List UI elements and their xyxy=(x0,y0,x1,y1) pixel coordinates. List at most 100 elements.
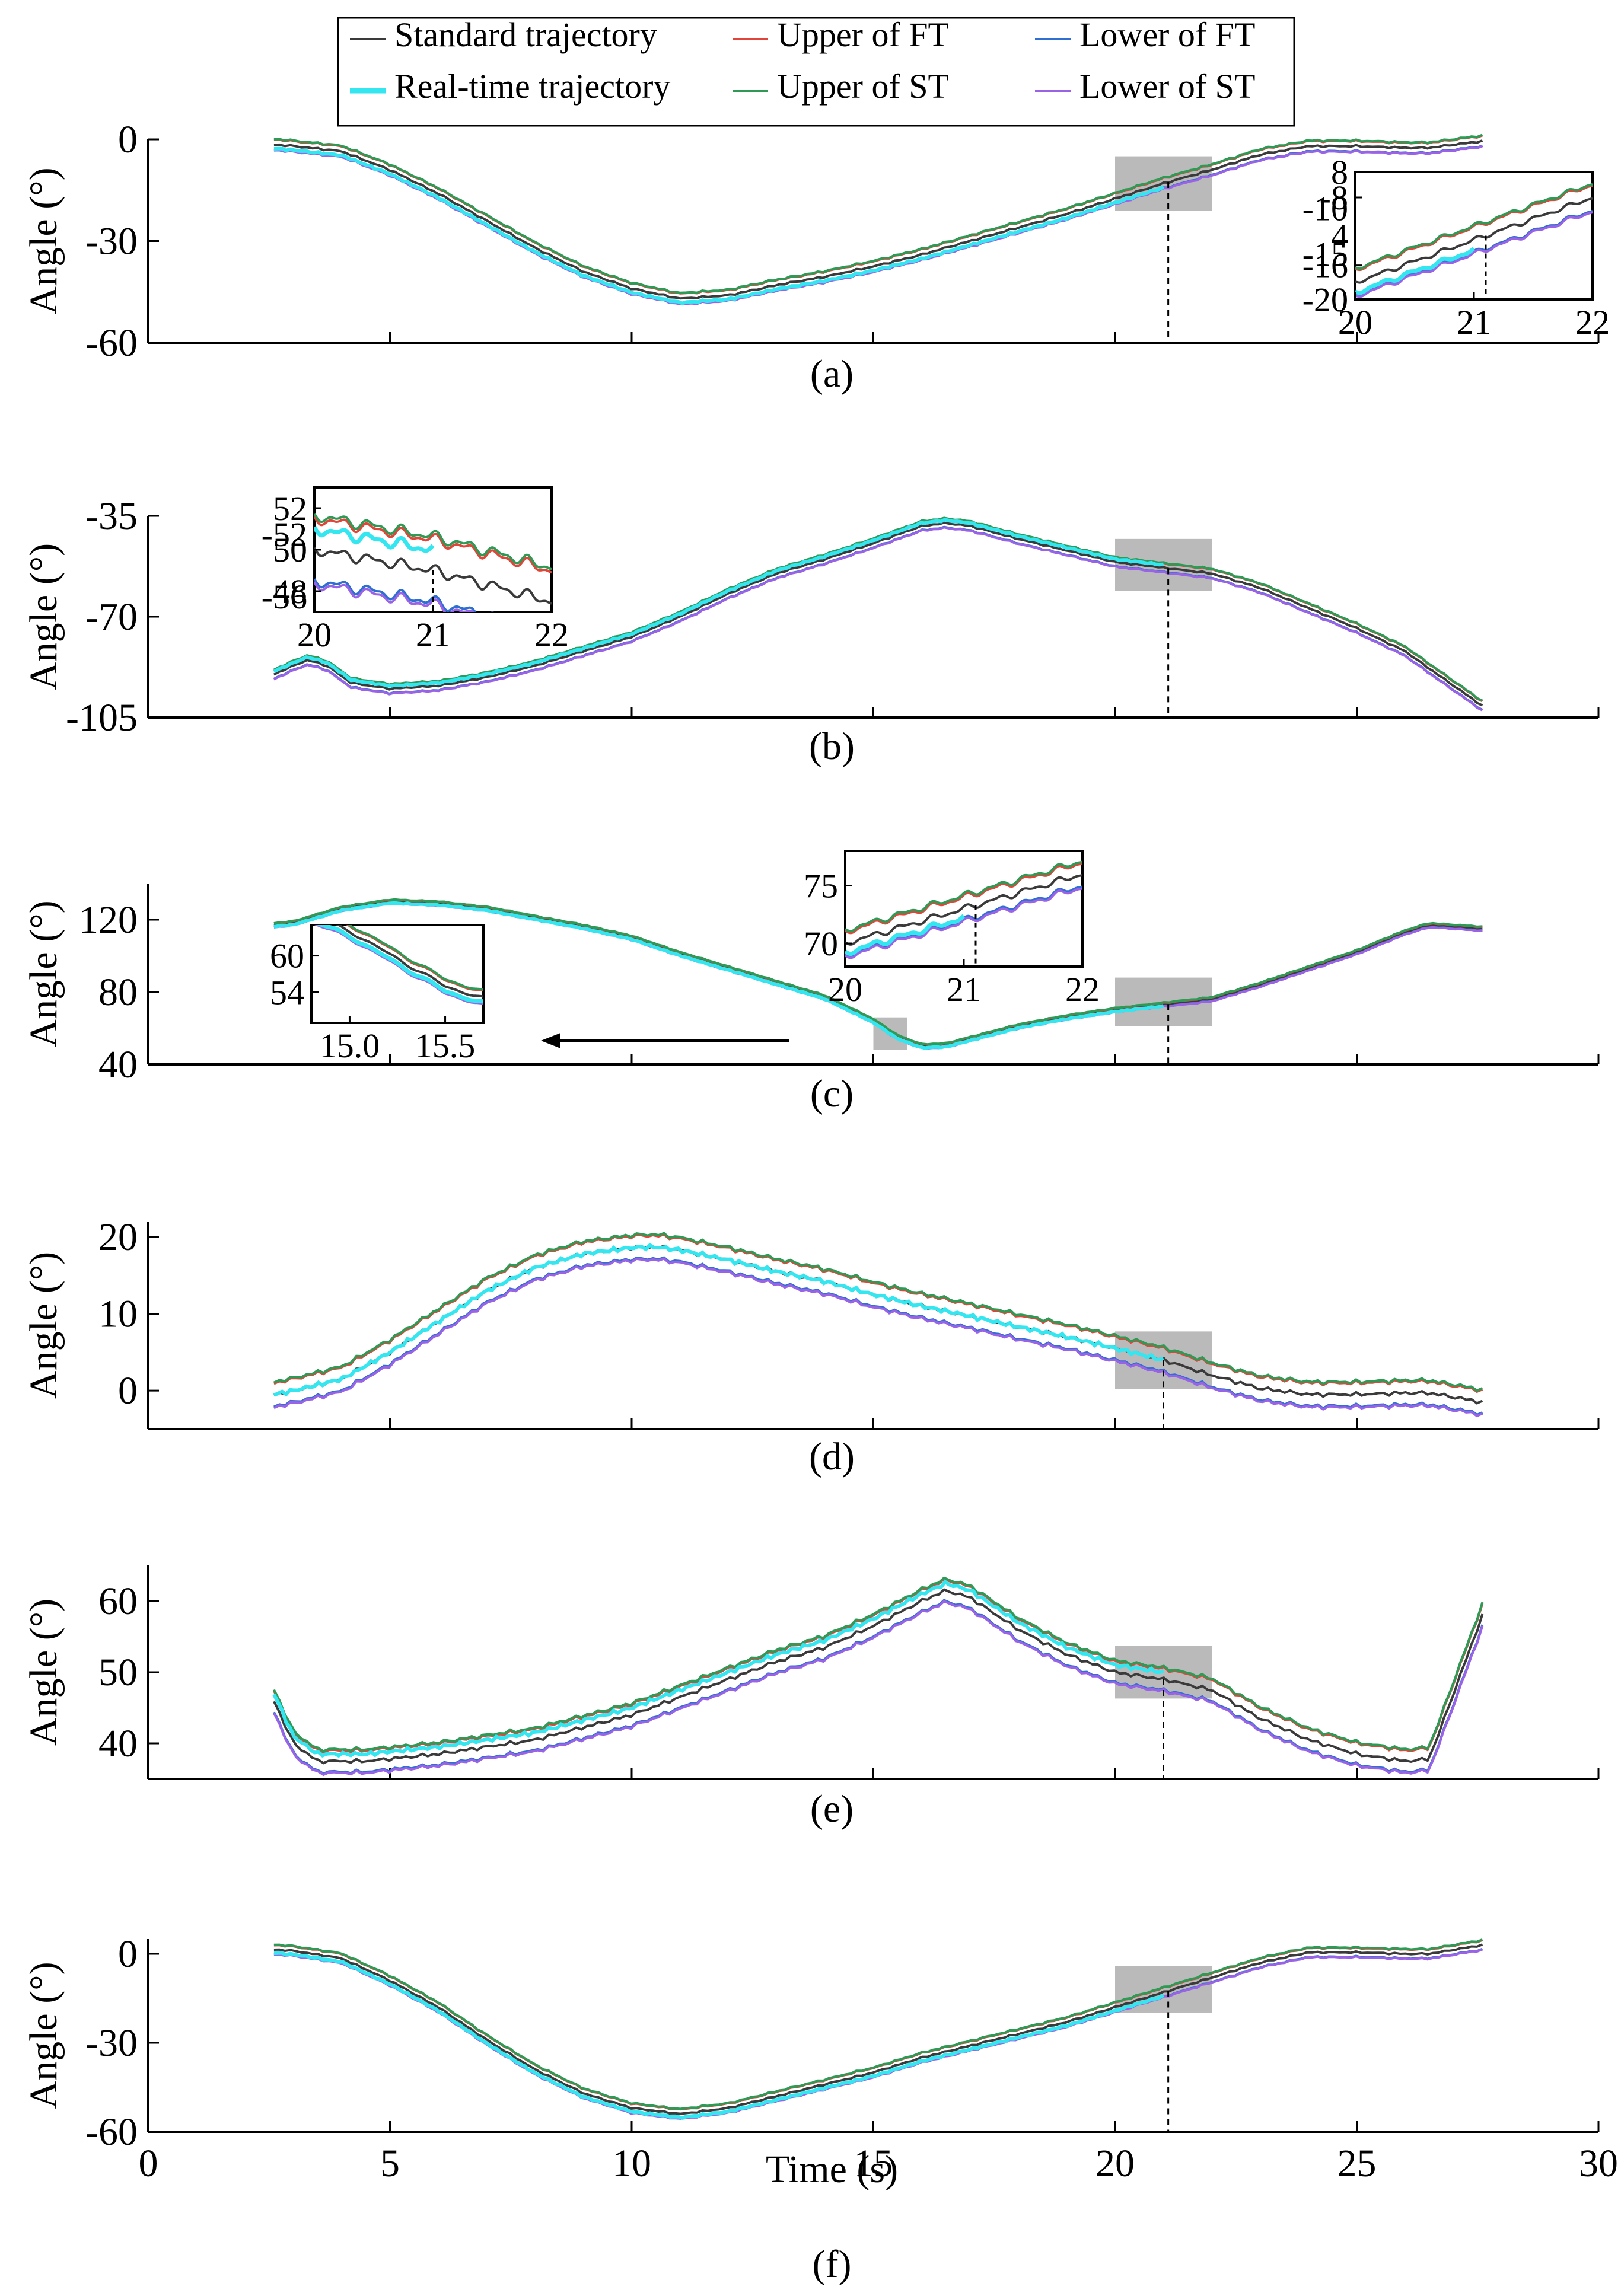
inset-y-tick-label: -52 xyxy=(262,515,307,554)
series-rt xyxy=(273,1242,1164,1397)
inset-x-tick-label: 22 xyxy=(1575,303,1610,342)
y-axis-label: Angle (°) xyxy=(22,1252,65,1399)
y-tick-label: -70 xyxy=(85,595,138,639)
series-ust xyxy=(273,898,1483,1046)
inset-y-tick-label: 50 xyxy=(273,531,307,569)
inset-x-tick-label: 15.0 xyxy=(320,1026,380,1065)
inset-y-tick-label: -56 xyxy=(262,578,307,616)
inset-y-tick-label: -20 xyxy=(1302,280,1348,319)
inset-series-uft xyxy=(845,862,1082,935)
panel-label: (e) xyxy=(810,1787,854,1831)
y-tick-label: 0 xyxy=(118,1933,138,1976)
panel-label: (c) xyxy=(810,1072,854,1115)
series-lst xyxy=(273,145,1483,305)
x-tick-label: 15 xyxy=(854,2142,893,2185)
inset-series-std xyxy=(845,873,1082,946)
inset-series-std xyxy=(314,547,552,605)
inset-x-tick-label: 22 xyxy=(534,616,569,654)
inset-y-tick-label: -15 xyxy=(1302,235,1348,273)
arrow-head xyxy=(541,1033,560,1048)
y-tick-label: -30 xyxy=(85,2021,138,2065)
series-lft xyxy=(273,1599,1484,1775)
y-axis-label: Angle (°) xyxy=(22,900,65,1047)
inset-lines xyxy=(1355,183,1593,299)
inset-x-tick-label: 20 xyxy=(828,970,862,1009)
legend-label-lst: Lower of ST xyxy=(1079,67,1255,106)
legend-label-std: Standard trajectory xyxy=(394,15,657,54)
legend: Standard trajectory Upper of FT Lower of F… xyxy=(337,15,1295,127)
series-rt xyxy=(272,1579,1164,1758)
series-lft xyxy=(273,1256,1483,1417)
inset-series-std xyxy=(335,925,483,998)
legend-label-ust: Upper of ST xyxy=(777,67,949,106)
inset-frame xyxy=(310,924,485,1024)
inset-x-tick-label: 22 xyxy=(1065,970,1100,1009)
series-std xyxy=(273,1588,1484,1765)
y-tick-label: 20 xyxy=(98,1216,138,1259)
series-std xyxy=(273,1943,1483,2115)
series-ust xyxy=(273,133,1483,294)
y-tick-label: -60 xyxy=(85,2110,138,2154)
y-axis-label: Angle (°) xyxy=(22,1962,65,2109)
inset-series-ust xyxy=(347,925,483,991)
inset-x-tick-label: 21 xyxy=(947,970,981,1009)
inset-frame xyxy=(313,486,553,613)
legend-label-lft: Lower of FT xyxy=(1079,15,1255,54)
series-rt xyxy=(273,1951,1164,2120)
y-tick-label: 40 xyxy=(98,1722,138,1765)
y-tick-label: -105 xyxy=(66,696,138,739)
inset-series-rt xyxy=(317,925,483,1004)
inset-lines xyxy=(314,512,552,612)
inset-series-ust xyxy=(1355,183,1593,270)
inset-x-tick-label: 22 xyxy=(534,616,569,654)
y-tick-label: 0 xyxy=(118,118,138,161)
series-lft xyxy=(273,144,1483,305)
inset: 20 21 22 -16 -8 xyxy=(1302,171,1610,342)
x-tick-label: 10 xyxy=(612,2142,651,2185)
inset-x-tick-label: 21 xyxy=(416,616,450,654)
inset-y-tick-label: 4 xyxy=(1331,217,1348,256)
panels: -60 -30 0 Angle (°) (a) 20 21 22 -20 -15 -10 -105 -7… xyxy=(22,118,1618,2286)
inset-x-tick-label: 22 xyxy=(1575,303,1610,342)
y-tick-label: -30 xyxy=(85,220,138,263)
inset-y-tick-label: -8 xyxy=(1320,178,1348,217)
inset-lines xyxy=(845,860,1082,967)
inset-frame xyxy=(1354,171,1594,301)
series-rt xyxy=(273,146,1164,305)
inset-x-tick-label: 15.5 xyxy=(415,1026,476,1065)
y-tick-label: 0 xyxy=(118,1369,138,1412)
inset-x-tick-label: 21 xyxy=(1457,303,1491,342)
inset-y-tick-label: -16 xyxy=(1302,247,1348,285)
x-axis-label: Time (s) xyxy=(766,2148,898,2191)
inset-y-tick-label: 70 xyxy=(804,924,838,963)
x-tick-label: 0 xyxy=(139,2142,158,2185)
panel-label: (b) xyxy=(809,725,855,768)
panel-label: (d) xyxy=(809,1435,855,1478)
panel-b: -105 -70 -35 Angle (°) (b) 20 21 22 -56 -52 xyxy=(22,486,1600,768)
y-axis-label: Angle (°) xyxy=(22,1599,65,1746)
inset-x-tick-label: 21 xyxy=(1457,303,1491,342)
inset-y-tick-label: 52 xyxy=(273,489,307,528)
x-tick-label: 30 xyxy=(1579,2142,1618,2185)
inset-frame xyxy=(844,850,1084,968)
series-lft xyxy=(273,1947,1483,2120)
panel-f: -60 -30 0 0 5 10 15 20 25 30 Angle (°) Time (s) (f) 2… xyxy=(22,171,1618,2286)
series-std xyxy=(273,521,1483,707)
series-std xyxy=(273,139,1483,300)
series-rt xyxy=(273,517,1164,688)
inset-y-tick-label: 48 xyxy=(273,572,307,611)
y-tick-label: -60 xyxy=(85,321,138,365)
inset-series-ust xyxy=(314,512,552,570)
y-tick-label: 10 xyxy=(98,1293,138,1336)
inset-x-tick-label: 20 xyxy=(1338,303,1372,342)
x-tick-label: 5 xyxy=(380,2142,400,2185)
inset-y-tick-label: 0 xyxy=(1331,280,1348,319)
inset-series-rt xyxy=(845,914,966,956)
y-tick-label: -35 xyxy=(85,495,138,538)
inset-series-lst xyxy=(1355,211,1593,298)
inset-series-rt xyxy=(1355,247,1476,295)
inset-x-tick-label: 21 xyxy=(416,616,450,654)
